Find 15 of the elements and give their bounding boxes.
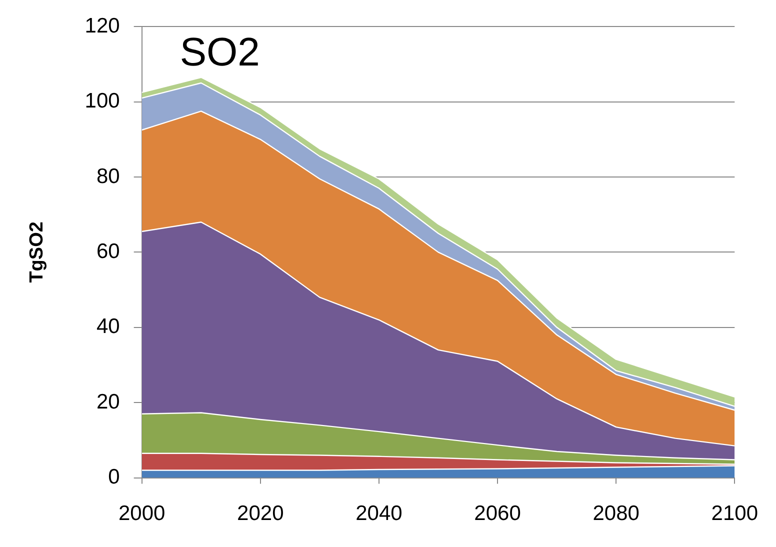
y-tick-label: 0 <box>108 466 120 489</box>
x-tick-label: 2100 <box>711 502 758 526</box>
y-tick-label: 100 <box>84 90 120 113</box>
x-tick-label: 2000 <box>118 502 166 526</box>
y-tick-label: 60 <box>96 240 120 263</box>
chart-title: SO2 <box>180 30 260 75</box>
y-axis-title: TgSO2 <box>26 222 48 283</box>
y-tick-label: 80 <box>96 164 120 188</box>
x-tick-label: 2080 <box>592 502 640 526</box>
y-tick-label: 120 <box>84 14 120 38</box>
y-tick-label: 20 <box>96 390 120 414</box>
x-tick-label: 2020 <box>237 502 284 526</box>
x-tick-label: 2060 <box>474 502 521 526</box>
x-tick-label: 2040 <box>356 502 402 526</box>
y-tick-label: 40 <box>96 315 120 338</box>
